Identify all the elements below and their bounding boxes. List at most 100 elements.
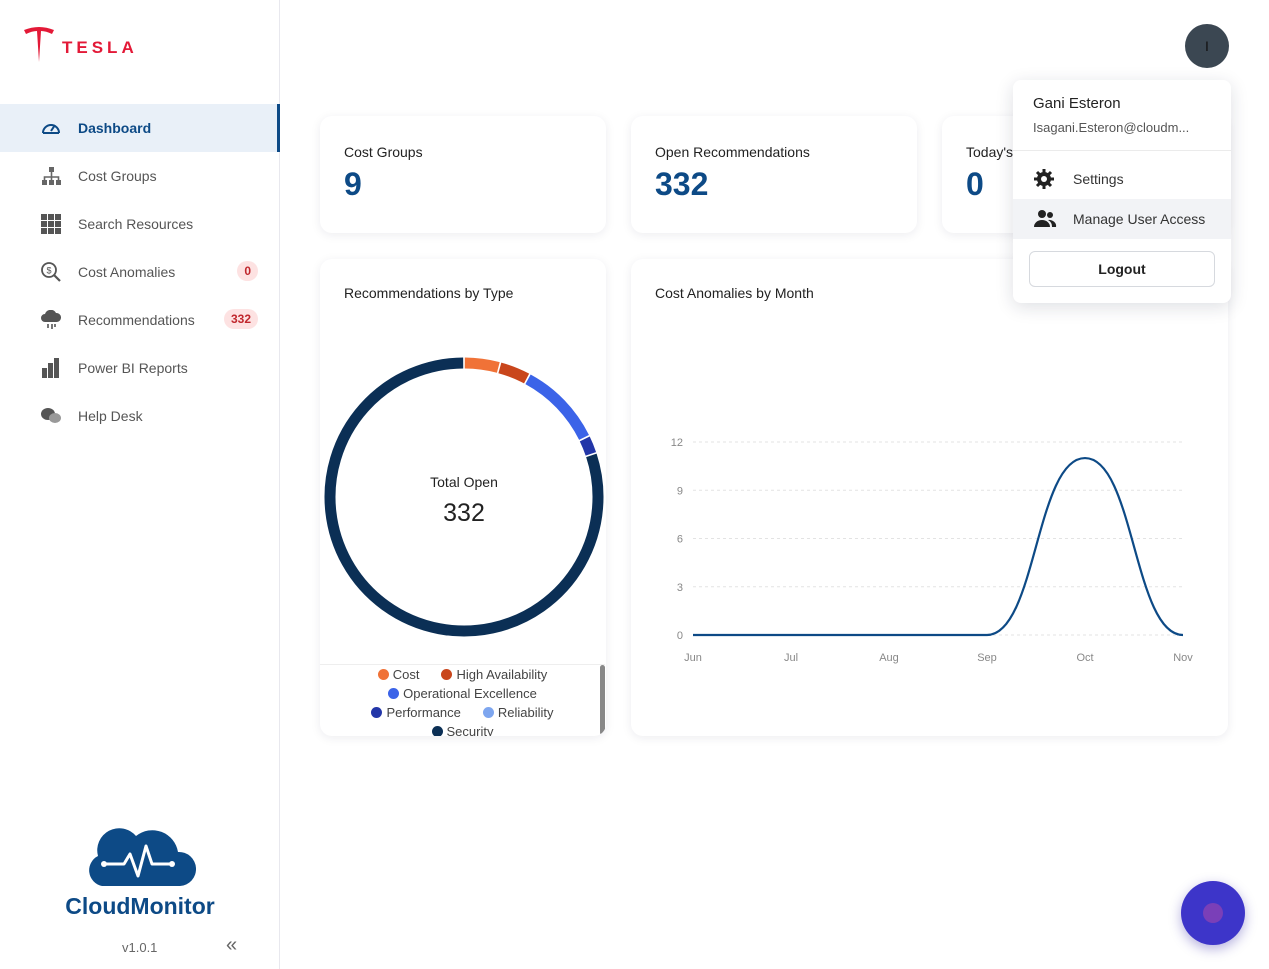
legend-row: Security [320, 722, 605, 736]
cloud-pulse-icon [89, 828, 197, 886]
stat-card-open-recommendations[interactable]: Open Recommendations 332 [631, 116, 917, 233]
y-tick-label: 12 [671, 437, 683, 449]
user-dropdown-menu: Gani Esteron Isagani.Esteron@cloudm... S… [1013, 80, 1231, 303]
menu-item-label: Settings [1073, 171, 1124, 187]
product-name: CloudMonitor [65, 893, 215, 919]
menu-item-manage-user-access[interactable]: Manage User Access [1013, 199, 1231, 239]
sidebar-item-label: Power BI Reports [78, 360, 188, 376]
legend-item-performance[interactable]: Performance [371, 705, 461, 720]
data-point-jun[interactable] [690, 632, 696, 638]
legend-swatch [377, 669, 389, 680]
legend-row: Performance Reliability [320, 703, 605, 722]
stat-card-cost-groups[interactable]: Cost Groups 9 [320, 116, 606, 233]
cost-anomalies-by-month-panel: Cost Anomalies by Month 0 3 6 9 12 Jun Jul Aug S… [631, 259, 1228, 736]
stat-value: 332 [655, 166, 709, 202]
legend-item-high-availability[interactable]: High Availability [441, 667, 547, 682]
sidebar-item-label: Cost Groups [78, 168, 157, 184]
line-chart: 0 3 6 9 12 Jun Jul Aug Sep Oct Nov [671, 437, 1194, 664]
x-tick-label: Jun [684, 652, 702, 664]
legend-swatch [371, 707, 383, 718]
donut-slice-high-availability[interactable] [498, 362, 530, 384]
anomalies-count-badge: 0 [237, 261, 258, 281]
user-avatar-button[interactable]: I [1185, 24, 1229, 68]
donut-slice-cost[interactable] [464, 357, 500, 373]
donut-slice-operational-excellence[interactable] [525, 374, 589, 441]
legend-item-reliability[interactable]: Reliability [482, 705, 554, 720]
svg-text:$: $ [46, 266, 51, 276]
sidebar-item-cost-groups[interactable]: Cost Groups [0, 152, 280, 200]
legend-swatch [431, 726, 443, 736]
x-tick-label: Nov [1173, 652, 1193, 664]
x-tick-label: Sep [977, 652, 997, 664]
grid-icon [40, 213, 62, 235]
legend-label: Cost [392, 667, 420, 682]
donut-slice-security[interactable] [324, 357, 604, 637]
sidebar-item-dashboard[interactable]: Dashboard [0, 104, 280, 152]
anomalies-series-line[interactable] [693, 456, 1184, 637]
gauge-icon [40, 117, 62, 139]
legend-item-cost[interactable]: Cost [377, 667, 420, 682]
sidebar-item-cost-anomalies[interactable]: $ Cost Anomalies 0 [0, 248, 280, 296]
menu-divider [1013, 150, 1231, 151]
brand-logo[interactable]: TESLA [22, 26, 138, 64]
logout-button[interactable]: Logout [1029, 251, 1215, 287]
data-point-jul[interactable] [788, 632, 794, 638]
brand-wordmark: TESLA [62, 38, 138, 57]
dollar-search-icon: $ [40, 261, 62, 283]
legend-swatch [482, 707, 494, 718]
stat-title: Cost Groups [344, 144, 423, 160]
stat-title: Open Recommendations [655, 144, 810, 160]
legend-label: Security [446, 724, 494, 736]
recommendations-count-badge: 332 [223, 309, 258, 329]
collapse-sidebar-button[interactable]: « [226, 934, 238, 956]
legend-row: Cost High Availability [320, 665, 605, 684]
legend-label: Performance [386, 705, 461, 720]
y-tick-label: 3 [677, 582, 683, 594]
users-icon [1033, 209, 1057, 229]
data-point-oct[interactable] [1082, 455, 1088, 461]
sidebar-item-label: Dashboard [78, 120, 152, 136]
cloud-rain-icon [40, 309, 62, 331]
panel-title: Cost Anomalies by Month [655, 285, 814, 301]
legend-swatch [441, 669, 453, 680]
menu-item-settings[interactable]: Settings [1013, 159, 1231, 199]
donut-slice-performance[interactable] [579, 436, 597, 456]
recommendations-by-type-panel: Recommendations by Type Total Open 332 C… [320, 259, 606, 736]
sidebar-item-label: Search Resources [78, 216, 194, 232]
sidebar-item-search-resources[interactable]: Search Resources [0, 200, 280, 248]
stat-value: 9 [344, 166, 362, 202]
sidebar-item-label: Help Desk [78, 408, 143, 424]
app-version: v1.0.1 [122, 940, 158, 955]
cloudmonitor-logo: CloudMonitor [60, 818, 220, 920]
x-tick-label: Jul [784, 652, 798, 664]
user-email: Isagani.Esteron@cloudm... [1033, 120, 1190, 135]
legend-label: High Availability [456, 667, 548, 682]
user-name: Gani Esteron [1033, 95, 1121, 112]
y-tick-label: 6 [677, 534, 683, 546]
legend-swatch [388, 688, 400, 699]
legend-scrollbar[interactable] [600, 665, 605, 735]
sidebar-item-help-desk[interactable]: Help Desk [0, 392, 280, 440]
legend-label: Operational Excellence [403, 686, 537, 701]
x-tick-label: Aug [879, 652, 899, 664]
donut-center-label: Total Open [430, 474, 498, 490]
stat-value: 0 [966, 166, 984, 202]
data-point-sep[interactable] [984, 632, 990, 638]
donut-chart: Total Open 332 [324, 357, 604, 637]
sidebar-nav: Dashboard Cost Groups Search Resources $… [0, 104, 280, 440]
sidebar-item-recommendations[interactable]: Recommendations 332 [0, 296, 280, 344]
tesla-t-icon [24, 27, 54, 62]
chat-fab-icon [1203, 903, 1223, 923]
legend-item-security[interactable]: Security [431, 724, 494, 736]
bar-steps-icon [40, 357, 62, 379]
legend-item-operational-excellence[interactable]: Operational Excellence [388, 686, 537, 701]
chat-bubbles-icon [40, 405, 62, 427]
data-point-aug[interactable] [886, 632, 892, 638]
panel-title: Recommendations by Type [344, 285, 514, 301]
donut-center-value: 332 [443, 499, 485, 527]
sidebar-item-power-bi-reports[interactable]: Power BI Reports [0, 344, 280, 392]
chat-fab-button[interactable] [1181, 881, 1245, 945]
sidebar: TESLA Dashboard Cost Groups Search Resou… [0, 0, 280, 969]
data-point-nov[interactable] [1180, 632, 1186, 638]
